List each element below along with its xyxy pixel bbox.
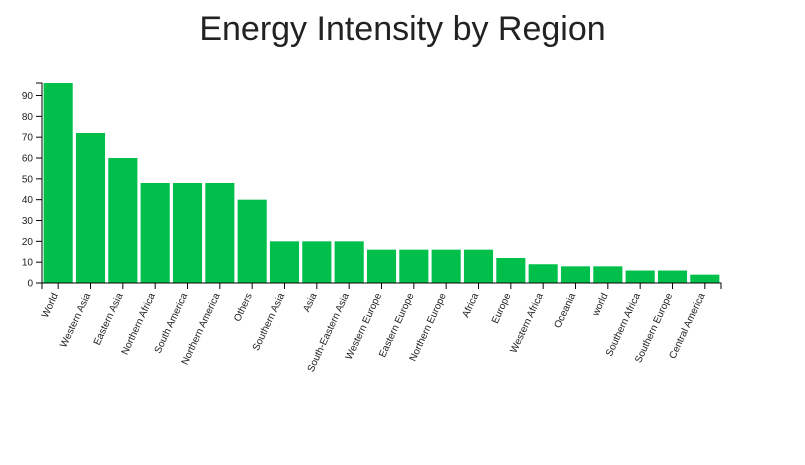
y-tick-label: 80	[22, 112, 34, 123]
bar-south-eastern-asia	[334, 241, 364, 283]
x-tick-label: Africa	[460, 291, 481, 319]
x-tick-label: Northern Europe	[408, 291, 449, 363]
bar-world	[593, 266, 623, 283]
bar-asia	[302, 241, 332, 283]
y-tick-label: 70	[22, 133, 34, 144]
bar-oceania	[560, 266, 591, 283]
x-tick-label: Oceania	[553, 291, 579, 330]
y-tick-label: 60	[22, 154, 34, 165]
bar-northern-europe	[431, 249, 461, 283]
bar-eastern-europe	[399, 249, 429, 283]
y-tick-label: 90	[22, 91, 34, 102]
y-axis: 0 10 20 30 40 50 60 70 80 90	[22, 82, 43, 290]
bar-northern-america	[205, 183, 235, 283]
x-tick-label: Eastern Europe	[377, 291, 417, 359]
y-tick-label: 50	[22, 174, 34, 185]
bar-western-asia	[75, 133, 106, 283]
bars-group	[43, 83, 720, 283]
y-tick-label: 40	[22, 195, 34, 206]
bar-southern-asia	[269, 241, 300, 283]
bar-africa	[463, 249, 494, 283]
y-tick-label: 10	[22, 258, 34, 269]
x-tick-label: Asia	[301, 291, 319, 314]
y-tick-label: 30	[22, 216, 34, 227]
bar-central-america	[690, 274, 720, 283]
x-tick-label: Eastern Asia	[92, 291, 126, 347]
x-tick-label: Central America	[668, 291, 708, 361]
x-tick-label: Northern Africa	[120, 291, 158, 356]
x-tick-label: South America	[153, 291, 191, 355]
y-tick-label: 20	[22, 237, 34, 248]
y-tick-label: 0	[27, 279, 33, 290]
bar-southern-europe	[657, 270, 688, 283]
x-tick-label: Southern Asia	[251, 291, 287, 352]
x-tick-label: Southern Africa	[604, 291, 643, 358]
bar-others	[237, 199, 267, 283]
bar-europe	[496, 258, 526, 283]
x-tick-label: World	[40, 292, 61, 320]
x-tick-label: Others	[232, 292, 255, 324]
bar-northern-africa	[140, 183, 170, 283]
bar-eastern-asia	[108, 158, 138, 283]
x-tick-label: Western Asia	[58, 291, 93, 349]
bar-western-europe	[366, 249, 397, 283]
bar-southern-africa	[625, 270, 655, 283]
y-axis-line	[36, 82, 43, 284]
bar-south-america	[172, 183, 203, 283]
bar-western-africa	[528, 264, 558, 283]
bar-world	[43, 83, 73, 283]
x-tick-label: Western Africa	[509, 291, 547, 355]
x-tick-label: Europe	[490, 291, 514, 325]
chart-title: Energy Intensity by Region	[199, 10, 606, 48]
x-tick-label: world	[590, 292, 610, 319]
